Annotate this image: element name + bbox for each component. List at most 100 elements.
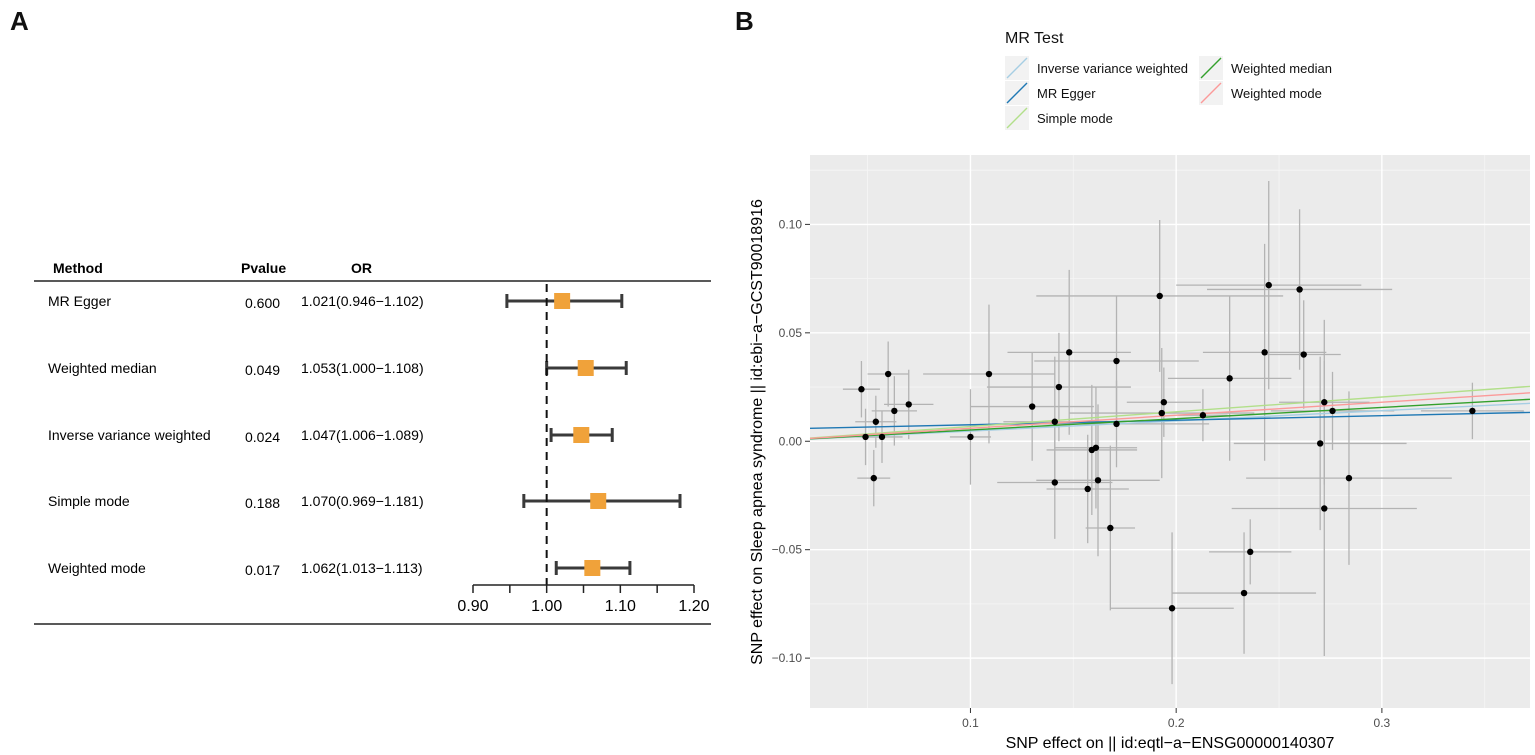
- legend-item-mr-egger: MR Egger: [1005, 81, 1096, 105]
- data-point: [1088, 446, 1096, 454]
- data-point: [1261, 349, 1268, 356]
- forest-row: Inverse variance weighted 0.024 1.047(1.00…: [48, 427, 614, 445]
- data-point: [884, 370, 892, 378]
- row-pvalue: 0.017: [245, 562, 280, 578]
- data-point: [858, 386, 865, 393]
- data-point: [1092, 444, 1100, 451]
- data-point: [1113, 420, 1120, 428]
- x-tick-label: 0.1: [962, 716, 979, 730]
- forest-x-tick-label: 1.00: [531, 598, 562, 615]
- legend-item-ivw: Inverse variance weighted: [1005, 56, 1188, 80]
- row-method: Simple mode: [48, 493, 130, 509]
- data-point: [1156, 292, 1163, 300]
- fit-line: [809, 385, 1531, 439]
- row-or: 1.021(0.946−1.102): [301, 293, 424, 309]
- data-point: [905, 401, 912, 408]
- row-pvalue: 0.049: [245, 362, 280, 378]
- legend-item-weighted-mode: Weighted mode: [1199, 81, 1322, 105]
- data-point: [967, 433, 974, 441]
- or-marker: [554, 293, 571, 309]
- data-point: [1107, 524, 1114, 532]
- legend-key-weighted-mode: [1199, 81, 1223, 105]
- plot-panel: [810, 155, 1530, 708]
- data-point: [1296, 286, 1303, 293]
- row-method: Weighted median: [48, 360, 157, 376]
- data-point: [1316, 440, 1324, 447]
- data-point: [1084, 485, 1091, 493]
- legend-swatch-weighted-median: [1200, 57, 1222, 79]
- or-marker: [584, 560, 601, 576]
- forest-x-tick-label: 0.90: [457, 598, 488, 615]
- data-point: [1158, 409, 1165, 417]
- data-point: [1199, 412, 1207, 419]
- fit-line: [809, 392, 1531, 440]
- panel-label-a: A: [10, 6, 29, 36]
- y-tick-label: 0.00: [779, 434, 803, 448]
- x-tick-label: 0.3: [1374, 716, 1391, 730]
- forest-row: Weighted mode 0.017 1.062(1.013−1.113): [48, 560, 632, 578]
- data-point: [1265, 281, 1272, 289]
- data-point: [1321, 399, 1328, 406]
- row-pvalue: 0.024: [245, 429, 280, 445]
- data-point: [1321, 505, 1328, 512]
- row-method: MR Egger: [48, 293, 111, 309]
- row-or: 1.062(1.013−1.113): [301, 560, 423, 576]
- data-point: [1113, 357, 1120, 365]
- row-pvalue: 0.188: [245, 495, 280, 511]
- legend-item-simple-mode: Simple mode: [1005, 106, 1113, 130]
- data-point: [1160, 399, 1168, 406]
- fit-line: [809, 398, 1531, 440]
- legend-label-ivw: Inverse variance weighted: [1037, 60, 1189, 76]
- row-or: 1.070(0.969−1.181): [301, 493, 424, 509]
- row-or: 1.047(1.006−1.089): [301, 427, 424, 443]
- legend-label-weighted-median: Weighted median: [1231, 60, 1332, 76]
- forest-plot: Method Pvalue OR MR Egger 0.600 1.021(0.94…: [34, 260, 711, 625]
- legend-label-simple-mode: Simple mode: [1037, 110, 1113, 126]
- legend-key-weighted-median: [1199, 56, 1223, 80]
- data-point: [985, 370, 993, 378]
- legend-swatch-simple-mode: [1006, 107, 1028, 129]
- legend-swatch-ivw: [1006, 57, 1028, 79]
- data-point: [872, 418, 880, 425]
- data-point: [1226, 375, 1233, 382]
- forest-row: MR Egger 0.600 1.021(0.946−1.102): [48, 293, 624, 311]
- data-point: [1168, 605, 1176, 612]
- y-tick-label: −0.05: [772, 543, 803, 557]
- or-marker: [590, 493, 607, 509]
- legend-label-weighted-mode: Weighted mode: [1231, 85, 1322, 101]
- y-tick-label: 0.10: [779, 217, 803, 231]
- legend-label-mr-egger: MR Egger: [1037, 85, 1096, 101]
- legend-item-weighted-median: Weighted median: [1199, 56, 1332, 80]
- data-point: [1329, 407, 1336, 415]
- data-point: [891, 407, 898, 415]
- fit-line: [809, 411, 1531, 430]
- row-pvalue: 0.600: [245, 295, 280, 311]
- or-marker: [573, 427, 590, 443]
- y-axis-title: SNP effect on Sleep apnea syndrome || id…: [749, 199, 766, 665]
- legend-key-simple-mode: [1005, 106, 1029, 130]
- panel-label-b: B: [735, 6, 754, 36]
- row-method: Inverse variance weighted: [48, 427, 211, 443]
- forest-x-tick-label: 1.20: [678, 598, 709, 615]
- fit-line: [809, 402, 1531, 440]
- header-method: Method: [53, 260, 103, 276]
- data-point: [1345, 474, 1353, 482]
- legend-key-ivw: [1005, 56, 1029, 80]
- row-or: 1.053(1.000−1.108): [301, 360, 424, 376]
- data-point: [1055, 383, 1063, 391]
- data-point: [870, 474, 877, 482]
- data-point: [1094, 477, 1102, 484]
- data-point: [1247, 548, 1254, 556]
- row-method: Weighted mode: [48, 560, 146, 576]
- forest-x-tick-label: 1.10: [605, 598, 636, 615]
- data-point: [878, 433, 886, 441]
- y-tick-label: 0.05: [779, 326, 803, 340]
- legend-title: MR Test: [1005, 30, 1064, 47]
- data-point: [1300, 351, 1307, 358]
- data-point: [1028, 403, 1036, 410]
- legend: MR Test Inverse variance weighted MR Egg…: [998, 30, 1358, 130]
- data-point: [1469, 407, 1476, 415]
- or-marker: [577, 360, 594, 376]
- legend-swatch-weighted-mode: [1200, 82, 1222, 104]
- data-point: [1240, 589, 1248, 597]
